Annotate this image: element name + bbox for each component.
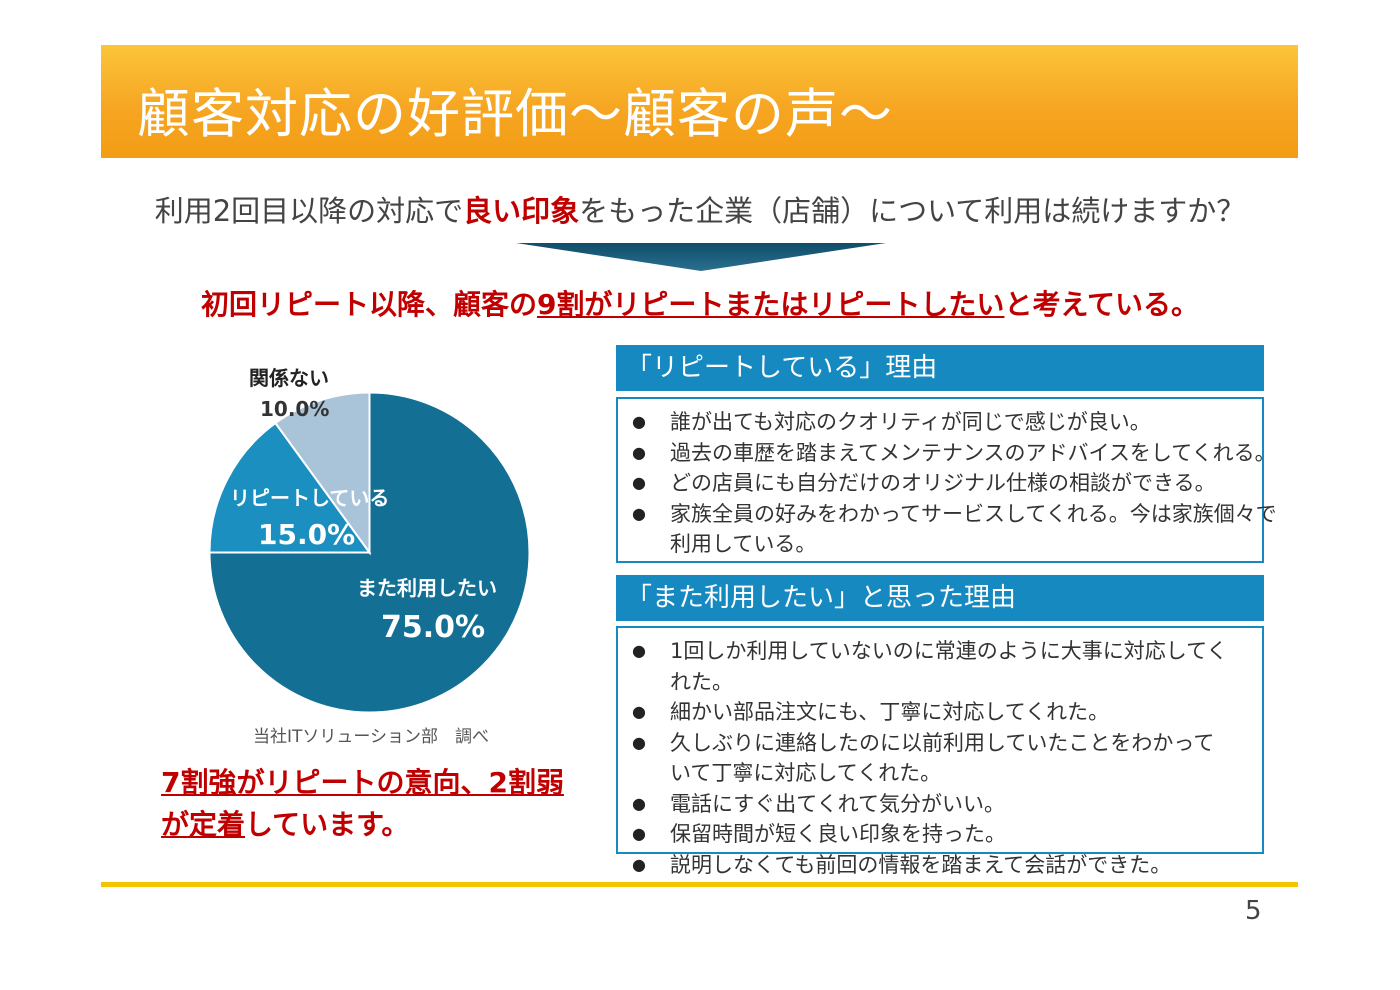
pie-label-kankei-nai: 関係ない (249, 366, 329, 390)
list-item: ● 保留時間が短く良い印象を持った。 (632, 819, 1232, 850)
pie-value-kankei-nai: 10.0% (260, 397, 330, 421)
bullet-icon: ● (632, 641, 646, 660)
bullet-icon: ● (632, 732, 646, 752)
bullet-icon: ● (632, 442, 646, 462)
title-banner (101, 45, 1298, 158)
down-arrow-icon (516, 243, 886, 271)
bullet-icon: ● (632, 503, 646, 523)
survey-question: 利用2回目以降の対応で良い印象をもった企業（店舗）について利用は続けますか？ (0, 188, 1400, 230)
headline-underlined: 9割がリピートまたはリピートしたい (536, 288, 1005, 321)
bullet-icon: ● (632, 824, 646, 843)
source-note: 当社ITソリューション部 調べ (253, 727, 490, 747)
pie-value-mata: 75.0% (381, 610, 486, 645)
list-item: ● 過去の車歴を踏まえてメンテナンスのアドバイスをしてくれる。 (632, 438, 1282, 469)
reason-list-mata: ● 1回しか利用していないのに常連のように大事に対応してくれた。 ● 細かい部品注文… (632, 636, 1232, 880)
list-item: ● 家族全員の好みをわかってサービスしてくれる。今は家族個々で利用している。 (632, 499, 1282, 560)
panel-box-repeat: ● 誰が出ても対応のクオリティが同じで感じが良い。 ● 過去の車歴を踏まえてメンテナ… (616, 397, 1277, 563)
page-number: 5 (1245, 896, 1262, 926)
bullet-icon: ● (632, 702, 646, 721)
slide-title: 顧客対応の好評価～顧客の声～ (137, 84, 893, 145)
bullet-icon: ● (632, 793, 646, 813)
question-highlight: 良い印象 (463, 194, 580, 228)
list-item: ● 電話にすぐ出てくれて気分がいい。 (632, 789, 1232, 820)
headline-part3: と考えている。 (1004, 288, 1200, 321)
pie-label-mata: また利用したい (357, 576, 497, 600)
bullet-icon: ● (632, 473, 646, 492)
conclusion-rest: しています。 (245, 808, 410, 841)
panel-header-mata: 「また利用したい」と思った理由 (616, 575, 1264, 621)
reason-list-repeat: ● 誰が出ても対応のクオリティが同じで感じが良い。 ● 過去の車歴を踏まえてメンテナ… (632, 407, 1282, 560)
question-after: をもった企業（店舗）について利用は続けますか？ (579, 194, 1246, 228)
conclusion-line2: が定着しています。 (161, 804, 564, 846)
pie-slice-1 (208, 421, 372, 554)
list-item: ● 説明しなくても前回の情報を踏まえて会話ができた。 (632, 850, 1290, 881)
pie-label-repeat: リピートしている (230, 486, 390, 510)
pie-value-repeat: 15.0% (258, 518, 356, 551)
headline-part1: 初回リピート以降、顧客の (200, 288, 537, 321)
conclusion-line1: 7割強がリピートの意向、2割弱 (161, 766, 564, 799)
list-item: ● 細かい部品注文にも、丁寧に対応してくれた。 (632, 697, 1232, 728)
bullet-icon: ● (632, 854, 646, 874)
pie-slice-2 (274, 391, 371, 556)
list-item: ● 誰が出ても対応のクオリティが同じで感じが良い。 (632, 407, 1282, 438)
panel-header-repeat: 「リピートしている」理由 (616, 345, 1264, 391)
question-before: 利用2回目以降の対応で (154, 194, 464, 228)
conclusion-underlined: が定着 (161, 808, 246, 841)
footer-divider (101, 882, 1298, 887)
pie-chart (208, 391, 531, 714)
bullet-icon: ● (632, 412, 646, 431)
list-item: ● 1回しか利用していないのに常連のように大事に対応してくれた。 (632, 636, 1232, 697)
conclusion: 7割強がリピートの意向、2割弱 が定着しています。 (161, 762, 564, 846)
list-item: ● どの店員にも自分だけのオリジナル仕様の相談ができる。 (632, 468, 1282, 499)
list-item: ● 久しぶりに連絡したのに以前利用していたことをわかっていて丁寧に対応してくれた。 (632, 728, 1232, 789)
headline: 初回リピート以降、顧客の9割がリピートまたはリピートしたいと考えている。 (0, 283, 1400, 323)
panel-box-mata: ● 1回しか利用していないのに常連のように大事に対応してくれた。 ● 細かい部品注文… (616, 626, 1264, 877)
